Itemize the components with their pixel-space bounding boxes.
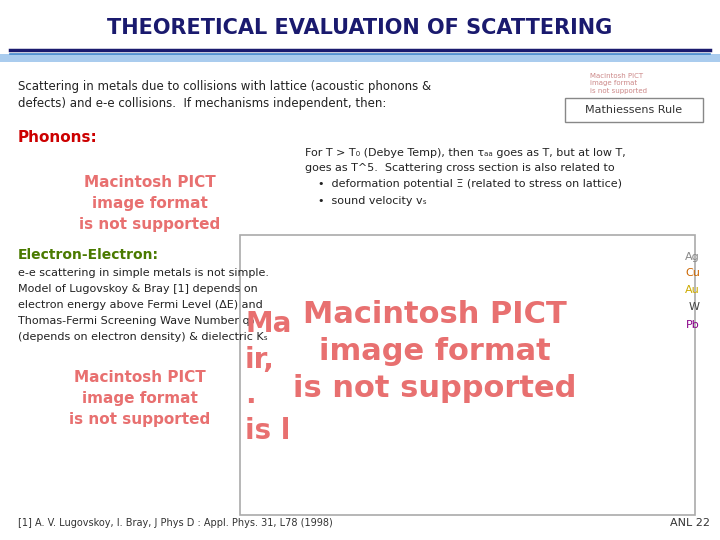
Text: electron energy above Fermi Level (ΔE) and: electron energy above Fermi Level (ΔE) a… (18, 300, 263, 310)
Text: (depends on electron density) & dielectric Kₛ: (depends on electron density) & dielectr… (18, 332, 268, 342)
Text: ANL 22: ANL 22 (670, 518, 710, 528)
Text: goes as T^5.  Scattering cross section is also related to: goes as T^5. Scattering cross section is… (305, 163, 615, 173)
Text: Ag: Ag (685, 252, 700, 262)
Text: For T > T₀ (Debye Temp), then τₐₐ goes as T, but at low T,: For T > T₀ (Debye Temp), then τₐₐ goes a… (305, 148, 626, 158)
Text: Scattering in metals due to collisions with lattice (acoustic phonons &: Scattering in metals due to collisions w… (18, 80, 431, 93)
Text: Macintosh PICT
image format
is not supported: Macintosh PICT image format is not suppo… (69, 370, 211, 427)
Text: Ma
ir,
.
is l: Ma ir, . is l (245, 310, 292, 445)
Text: Macintosh PICT
image format
is not supported: Macintosh PICT image format is not suppo… (79, 175, 220, 232)
Text: Macintosh PICT
image format
is not supported: Macintosh PICT image format is not suppo… (590, 73, 647, 94)
Text: Electron-Electron:: Electron-Electron: (18, 248, 159, 262)
Bar (0, 54, 720, 62)
Bar (0, 0, 720, 52)
Text: Pb: Pb (686, 320, 700, 330)
Text: defects) and e-e collisions.  If mechanisms independent, then:: defects) and e-e collisions. If mechanis… (18, 97, 387, 110)
Text: Cu: Cu (685, 268, 700, 278)
Text: W: W (689, 302, 700, 312)
Text: •  sound velocity vₛ: • sound velocity vₛ (318, 196, 427, 206)
Text: Model of Lugovskoy & Bray [1] depends on: Model of Lugovskoy & Bray [1] depends on (18, 284, 258, 294)
Text: Mathiessens Rule: Mathiessens Rule (585, 105, 683, 115)
Text: •  deformation potential Ξ (related to stress on lattice): • deformation potential Ξ (related to st… (318, 179, 622, 189)
Bar (565, 98, 703, 122)
Text: THEORETICAL EVALUATION OF SCATTERING: THEORETICAL EVALUATION OF SCATTERING (107, 18, 613, 38)
Text: Macintosh PICT
image format
is not supported: Macintosh PICT image format is not suppo… (293, 300, 577, 403)
Bar (240, 235, 695, 515)
Text: Thomas-Fermi Screening Wave Number q₀: Thomas-Fermi Screening Wave Number q₀ (18, 316, 254, 326)
Text: [1] A. V. Lugovskoy, I. Bray, J Phys D : Appl. Phys. 31, L78 (1998): [1] A. V. Lugovskoy, I. Bray, J Phys D :… (18, 518, 333, 528)
Text: Phonons:: Phonons: (18, 130, 98, 145)
Text: Au: Au (685, 285, 700, 295)
Text: e-e scattering in simple metals is not simple.: e-e scattering in simple metals is not s… (18, 268, 269, 278)
